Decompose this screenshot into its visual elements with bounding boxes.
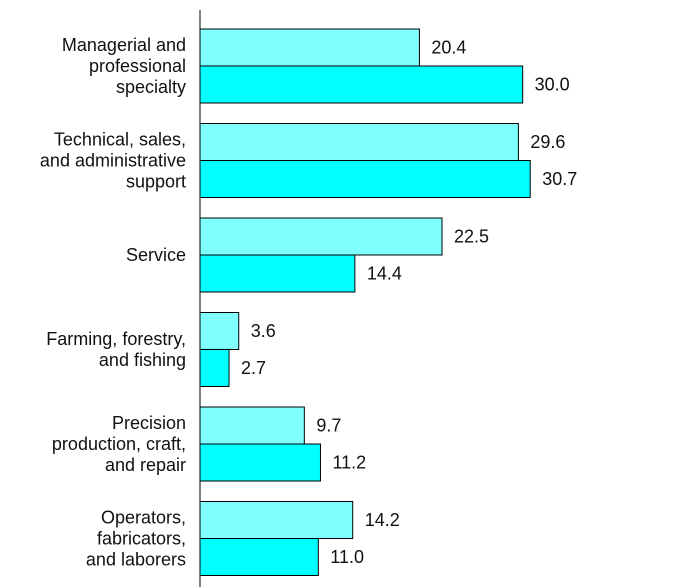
value-label-2-cat-1: 30.0 (535, 75, 570, 95)
value-label-2-cat-2: 30.7 (542, 169, 577, 189)
bar-2-cat-6 (199, 538, 319, 576)
category-label-2-line-2: and administrative (40, 151, 186, 171)
category-label-5-line-2: production, craft, (52, 434, 186, 454)
category-label-6-line-2: fabricators, (97, 529, 186, 549)
value-label-2-cat-4: 2.7 (241, 358, 266, 378)
bar-2-cat-1 (199, 65, 524, 104)
bar-1-cat-6 (199, 501, 354, 539)
category-label-4-line-1: Farming, forestry, (46, 329, 186, 349)
value-label-1-cat-5: 9.7 (316, 416, 341, 436)
bar-2-cat-2 (199, 160, 531, 198)
bar-1-cat-2 (199, 123, 519, 161)
value-label-2-cat-6: 11.0 (330, 547, 364, 567)
value-label-1-cat-3: 22.5 (454, 227, 489, 247)
category-label-1-line-2: professional (89, 56, 186, 76)
value-label-1-cat-4: 3.6 (251, 321, 276, 341)
value-label-1-cat-2: 29.6 (530, 132, 565, 152)
value-label-1-cat-1: 20.4 (431, 38, 466, 58)
value-label-2-cat-5: 11.2 (332, 453, 366, 473)
category-label-6-line-1: Operators, (101, 508, 186, 528)
bar-2-cat-3 (199, 254, 356, 293)
category-label-1-line-3: specialty (116, 77, 186, 97)
bar-1-cat-3 (199, 217, 443, 256)
category-label-6-line-3: and laborers (86, 550, 186, 570)
bar-2-cat-5 (199, 443, 321, 482)
category-label-4-line-2: and fishing (99, 350, 186, 370)
bars-layer (199, 28, 531, 576)
category-label-3-line-1: Service (126, 245, 186, 265)
value-label-1-cat-6: 14.2 (365, 510, 400, 530)
bar-2-cat-4 (199, 349, 230, 387)
value-label-2-cat-3: 14.4 (367, 264, 402, 284)
category-label-1-line-1: Managerial and (62, 35, 186, 55)
value-labels-layer: 20.4 30.0 29.6 30.7 22.5 14.4 3.6 2.7 9.7 11.2 14.… (241, 38, 577, 568)
bar-1-cat-5 (199, 406, 305, 445)
category-label-5-line-1: Precision (112, 413, 186, 433)
category-label-2-line-3: support (126, 172, 186, 192)
category-label-5-line-3: and repair (105, 455, 186, 475)
bar-1-cat-4 (199, 312, 240, 350)
bar-1-cat-1 (199, 28, 420, 67)
category-label-2-line-1: Technical, sales, (54, 130, 186, 150)
